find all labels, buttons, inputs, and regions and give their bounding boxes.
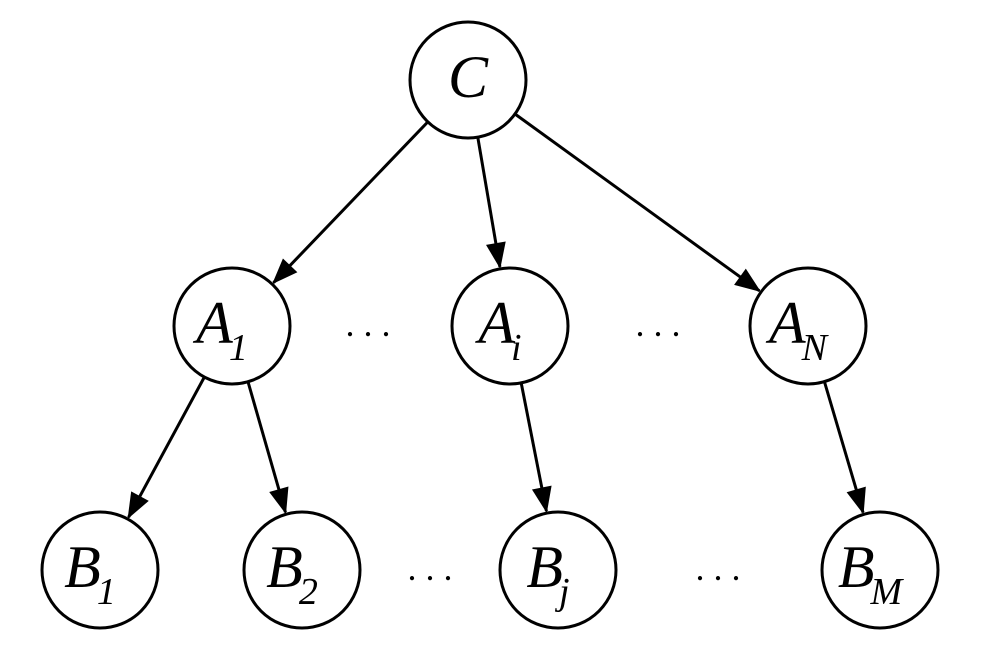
node-label-main: B [838,534,875,600]
ellipsis: . . . [408,548,453,588]
arrowhead-icon [847,487,866,515]
node-label-main: A [192,290,233,356]
node-label-sub: M [870,571,905,613]
node-label-sub: 1 [97,571,116,613]
node-label: B1 [64,534,116,613]
node-label: BM [838,534,905,613]
edge [515,114,759,291]
node-label-sub: i [511,327,522,369]
node-label-main: B [266,534,303,600]
ellipsis: . . . [696,548,741,588]
tree-diagram: CA1AiANB1B2BjBM . . .. . .. . .. . . [0,0,1000,672]
node-AN: AN [750,268,866,384]
node-label: AN [765,290,830,369]
node-label: Ai [474,290,521,369]
node-label-main: A [474,290,515,356]
node-label: Bj [526,534,569,613]
edge [274,122,428,283]
node-BM: BM [822,512,938,628]
ellipsis: . . . [636,304,681,344]
node-label-main: A [765,290,806,356]
node-label: C [448,44,489,110]
node-label-main: C [448,44,489,110]
node-label-sub: 1 [229,327,248,369]
ellipsis: . . . [346,304,391,344]
node-B1: B1 [42,512,158,628]
arrowhead-icon [269,486,288,514]
node-Ai: Ai [452,268,568,384]
arrowhead-icon [128,491,149,519]
node-A1: A1 [174,268,290,384]
arrowhead-icon [532,486,552,513]
node-label: A1 [192,290,248,369]
node-label: B2 [266,534,318,613]
node-label-sub: 2 [299,571,318,613]
node-label-main: B [526,534,563,600]
node-C: C [410,22,526,138]
arrowhead-icon [734,269,761,292]
arrowhead-icon [486,242,506,269]
node-Bj: Bj [500,512,616,628]
nodes-layer: CA1AiANB1B2BjBM [42,22,938,628]
node-label-sub: N [801,327,830,369]
node-B2: B2 [244,512,360,628]
node-label-main: B [64,534,101,600]
